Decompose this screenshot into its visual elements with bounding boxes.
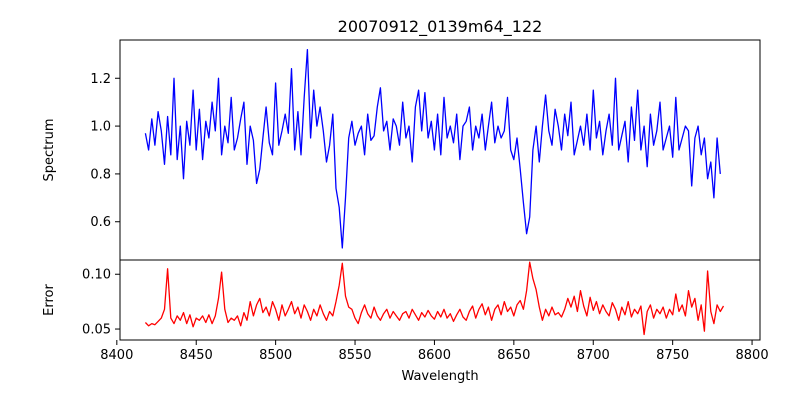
spectrum-y-tick-label: 1.0 — [90, 120, 111, 135]
x-tick-label: 8800 — [736, 348, 769, 363]
x-tick-label: 8400 — [100, 348, 133, 363]
x-tick-label: 8450 — [180, 348, 213, 363]
spectrum-plot-area — [144, 48, 721, 249]
x-tick-label: 8650 — [497, 348, 530, 363]
x-tick-label: 8750 — [656, 348, 689, 363]
chart-title: 20070912_0139m64_122 — [338, 17, 543, 37]
error-panel-frame — [119, 259, 761, 341]
x-axis: 8400 8450 8500 8550 8600 8650 8700 8750 8800 — [100, 340, 769, 363]
spectrum-y-tick-label: 1.2 — [90, 72, 111, 87]
x-tick-label: 8600 — [418, 348, 451, 363]
error-y-tick-label: 0.05 — [82, 323, 111, 338]
x-tick-label: 8500 — [259, 348, 292, 363]
error-panel: 0.05 0.10 Error — [42, 259, 761, 341]
error-y-axis-label: Error — [42, 284, 57, 316]
spectrum-y-tick-label: 0.8 — [90, 167, 111, 182]
x-axis-label: Wavelength — [401, 369, 478, 384]
error-y-axis: 0.05 0.10 — [82, 268, 120, 338]
x-tick-label: 8550 — [338, 348, 371, 363]
spectrum-y-tick-label: 0.6 — [90, 215, 111, 230]
spectrum-y-axis-label: Spectrum — [42, 119, 57, 182]
spectrum-series-line — [144, 48, 721, 249]
x-tick-label: 8700 — [577, 348, 610, 363]
error-plot-area — [144, 261, 725, 336]
spectrum-panel: 0.6 0.8 1.0 1.2 Spectrum — [42, 39, 761, 261]
error-series-line — [144, 261, 725, 336]
spectrum-y-axis: 0.6 0.8 1.0 1.2 — [90, 72, 120, 230]
error-y-tick-label: 0.10 — [82, 268, 111, 283]
